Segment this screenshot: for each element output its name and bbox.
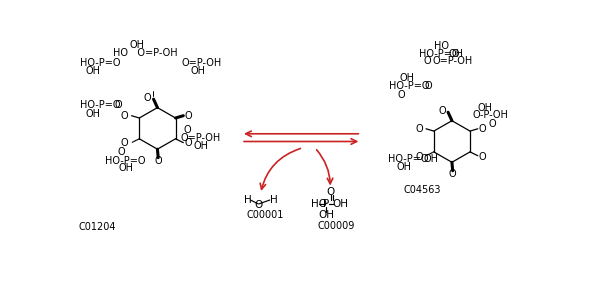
Text: C00001: C00001 — [247, 210, 284, 220]
Text: O: O — [398, 89, 405, 100]
Text: O: O — [423, 56, 431, 66]
Text: OH: OH — [193, 141, 208, 151]
Text: O=P-OH: O=P-OH — [181, 133, 221, 142]
Text: O: O — [326, 187, 334, 196]
Text: OH: OH — [191, 66, 206, 76]
Text: HO-P=O: HO-P=O — [389, 154, 429, 164]
Text: OH: OH — [477, 103, 492, 112]
Text: OH: OH — [85, 66, 100, 76]
Text: C04563: C04563 — [404, 185, 442, 195]
Text: O: O — [121, 111, 129, 121]
Text: O: O — [117, 147, 125, 157]
Text: O: O — [449, 169, 457, 179]
Text: O: O — [184, 125, 191, 135]
Text: O: O — [415, 124, 423, 134]
Text: O: O — [488, 119, 496, 129]
Text: O: O — [479, 124, 486, 134]
Text: OH: OH — [423, 154, 438, 164]
Text: O-P-OH: O-P-OH — [472, 110, 508, 120]
Text: O: O — [154, 156, 162, 166]
Text: O: O — [425, 81, 433, 91]
Text: O: O — [184, 138, 192, 148]
Text: O: O — [114, 100, 122, 110]
Text: O: O — [438, 106, 446, 116]
Text: HO-P=O: HO-P=O — [80, 58, 120, 68]
Text: HO: HO — [311, 199, 327, 209]
Text: O: O — [479, 152, 486, 161]
Text: OH: OH — [333, 199, 349, 209]
Text: P: P — [323, 199, 330, 209]
Text: C01204: C01204 — [79, 222, 116, 232]
Text: O: O — [415, 152, 423, 161]
Text: O: O — [184, 111, 192, 121]
Text: O: O — [254, 200, 262, 210]
Text: OH: OH — [449, 49, 464, 59]
Text: H: H — [244, 195, 252, 205]
Text: O: O — [144, 93, 151, 103]
Text: OH: OH — [119, 164, 134, 173]
Text: HO-P=O: HO-P=O — [105, 156, 146, 166]
Text: HO   O=P-OH: HO O=P-OH — [113, 48, 178, 58]
Text: C00009: C00009 — [317, 221, 355, 231]
Text: HO: HO — [434, 41, 449, 51]
Text: OH: OH — [400, 73, 415, 83]
Text: O: O — [121, 138, 129, 148]
Text: HO-P=O: HO-P=O — [418, 49, 459, 59]
Text: HO-P=O: HO-P=O — [80, 100, 120, 110]
Text: O=P-OH: O=P-OH — [181, 58, 222, 68]
Text: HO-P=O: HO-P=O — [389, 81, 430, 91]
Text: O=P-OH: O=P-OH — [433, 56, 473, 66]
Text: OH: OH — [85, 109, 100, 119]
Text: OH: OH — [397, 162, 412, 172]
Text: H: H — [270, 195, 278, 205]
Text: OH: OH — [318, 210, 334, 220]
Text: OH: OH — [129, 40, 144, 50]
